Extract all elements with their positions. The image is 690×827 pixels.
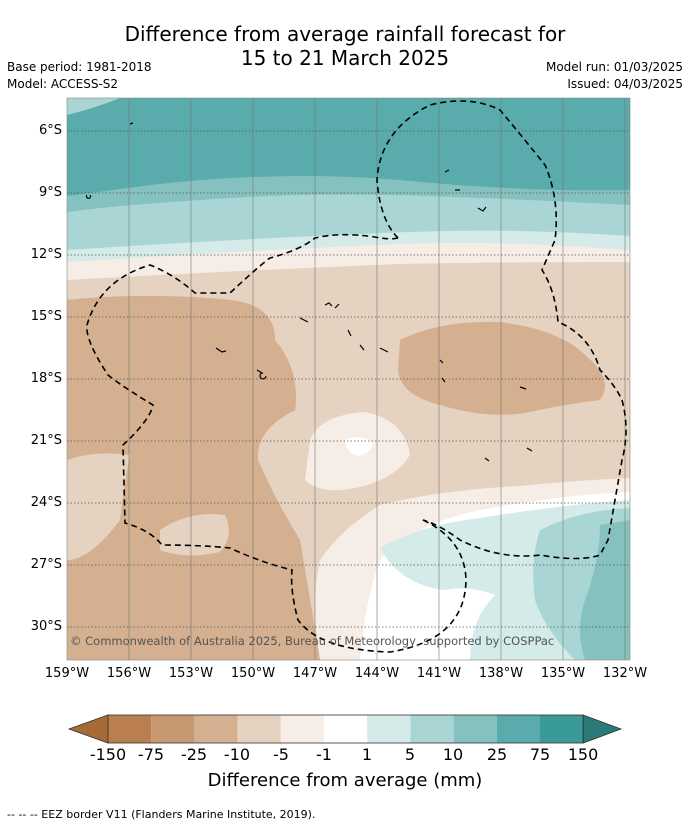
colorbar-label: 1 bbox=[361, 745, 373, 764]
colorbar-label: 25 bbox=[486, 745, 508, 764]
x-tick: 159°W bbox=[44, 666, 90, 681]
base-period: Base period: 1981-2018 bbox=[7, 60, 152, 74]
x-tick: 135°W bbox=[540, 666, 586, 681]
meta-left: Base period: 1981-2018 Model: ACCESS-S2 bbox=[7, 59, 152, 93]
colorbar bbox=[67, 714, 623, 744]
map-title: Difference from average rainfall forecas… bbox=[0, 22, 690, 70]
title-line-1: Difference from average rainfall forecas… bbox=[124, 22, 566, 46]
colorbar-label: -1 bbox=[316, 745, 332, 764]
y-tick: 21°S bbox=[30, 433, 62, 448]
x-tick: 141°W bbox=[416, 666, 462, 681]
x-tick: 144°W bbox=[354, 666, 400, 681]
colorbar-label: 10 bbox=[442, 745, 464, 764]
model-name: Model: ACCESS-S2 bbox=[7, 77, 119, 91]
y-tick: 15°S bbox=[30, 309, 62, 324]
colorbar-label: -10 bbox=[223, 745, 251, 764]
x-tick: 156°W bbox=[106, 666, 152, 681]
lat-gridlines bbox=[67, 130, 630, 628]
x-tick: 132°W bbox=[602, 666, 648, 681]
y-tick: 12°S bbox=[30, 247, 62, 262]
x-tick: 153°W bbox=[168, 666, 214, 681]
x-tick: 150°W bbox=[230, 666, 276, 681]
islands bbox=[85, 122, 533, 462]
colorbar-label: -5 bbox=[273, 745, 289, 764]
x-tick: 147°W bbox=[292, 666, 338, 681]
copyright-notice: © Commonwealth of Australia 2025, Bureau… bbox=[70, 634, 555, 648]
y-tick: 9°S bbox=[38, 185, 62, 200]
y-tick: 27°S bbox=[30, 557, 62, 572]
y-tick: 18°S bbox=[30, 371, 62, 386]
y-tick: 30°S bbox=[30, 619, 62, 634]
colorbar-label: -75 bbox=[137, 745, 165, 764]
colorbar-title: Difference from average (mm) bbox=[207, 770, 483, 791]
colorbar-label: 5 bbox=[404, 745, 416, 764]
x-tick: 138°W bbox=[478, 666, 524, 681]
colorbar-label: -25 bbox=[180, 745, 208, 764]
map-fill bbox=[67, 98, 630, 660]
meta-right: Model run: 01/03/2025 Issued: 04/03/2025 bbox=[546, 59, 683, 93]
y-tick: 6°S bbox=[38, 123, 62, 138]
colorbar-label: -150 bbox=[89, 745, 127, 764]
eez-legend: -- -- -- EEZ border V11 (Flanders Marine… bbox=[7, 808, 316, 821]
title-line-2: 15 to 21 March 2025 bbox=[240, 46, 450, 70]
issued-date: Issued: 04/03/2025 bbox=[567, 77, 683, 91]
eez-border bbox=[86, 100, 627, 653]
colorbar-label: 75 bbox=[529, 745, 551, 764]
colorbar-label: 150 bbox=[567, 745, 599, 764]
model-run: Model run: 01/03/2025 bbox=[545, 60, 683, 74]
y-tick: 24°S bbox=[30, 495, 62, 510]
